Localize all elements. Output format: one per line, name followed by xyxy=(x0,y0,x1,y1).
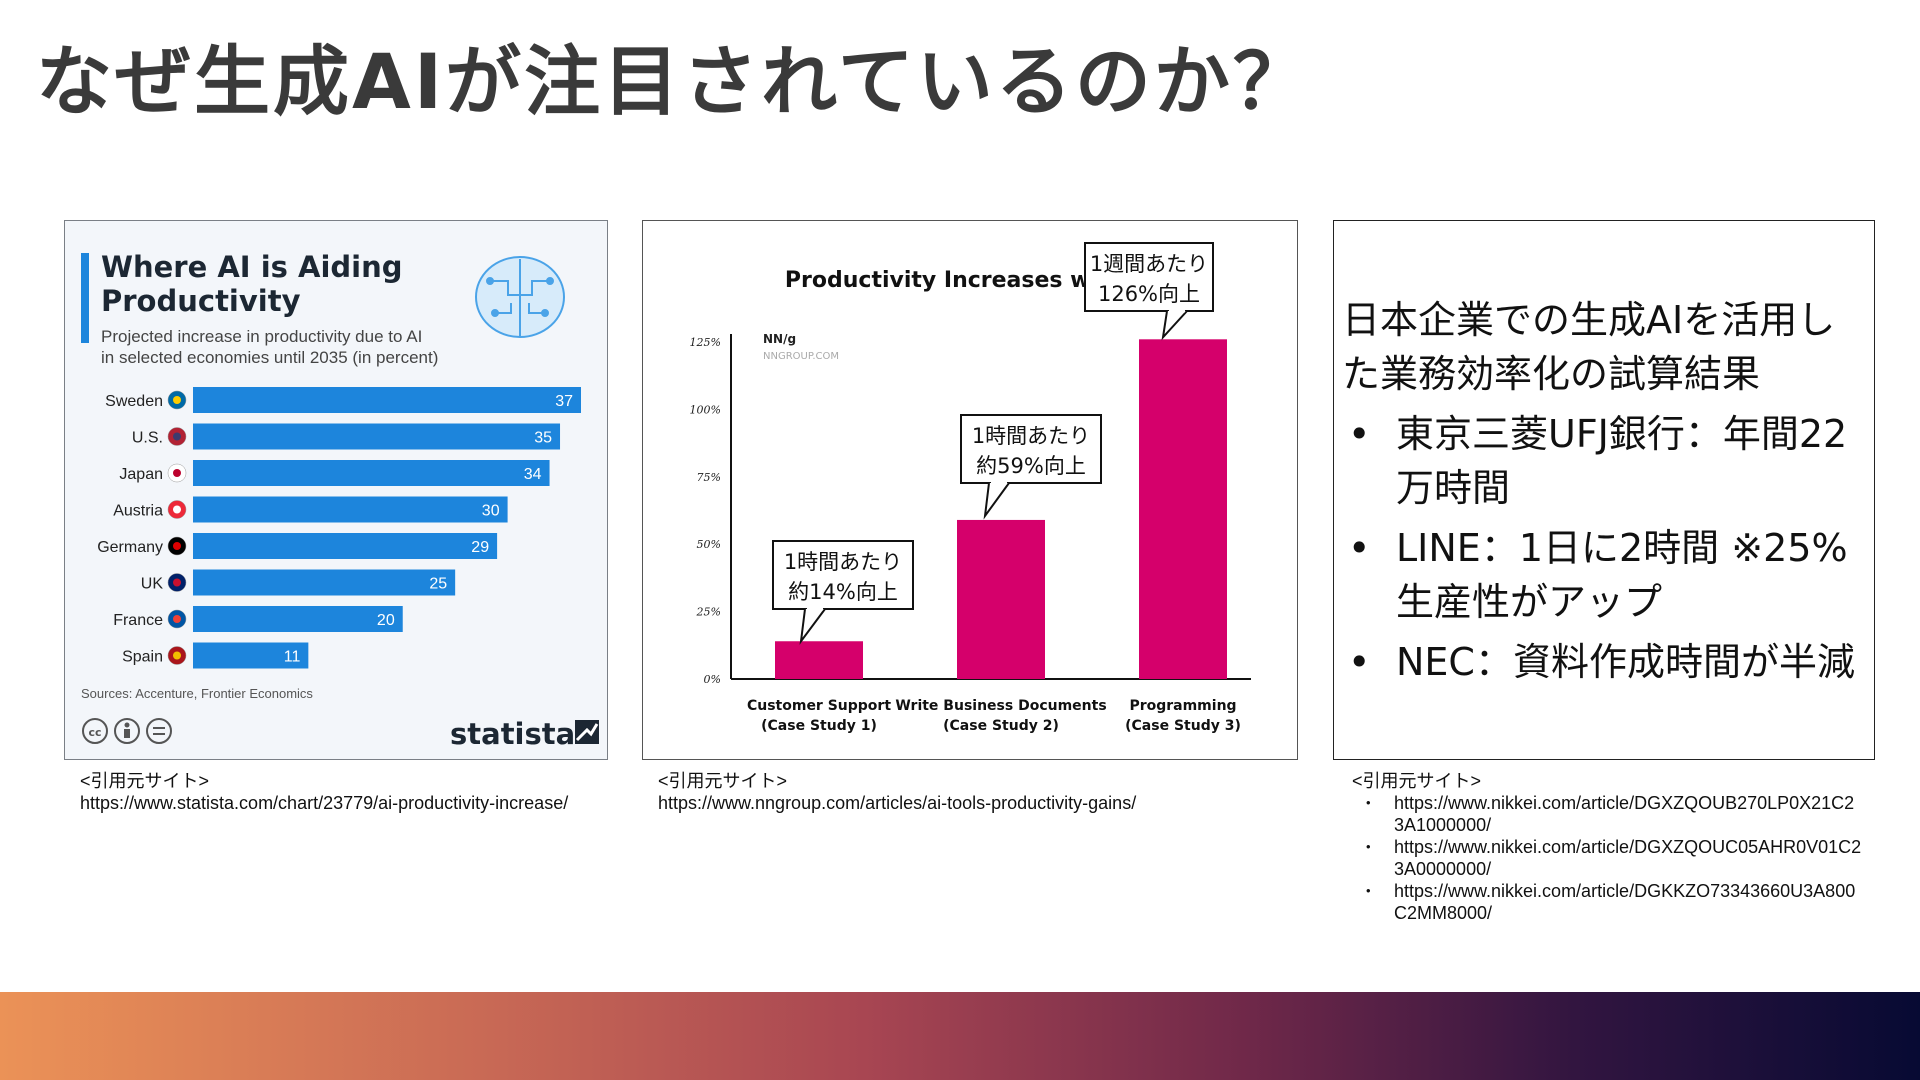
country-flag-icon xyxy=(167,500,187,519)
statista-value-label: 37 xyxy=(555,393,573,410)
statista-chart-svg: Where AI is Aiding Productivity Projecte… xyxy=(81,250,599,751)
creative-commons-icon: cc xyxy=(82,718,108,744)
nng-callout-line2: 約14%向上 xyxy=(788,580,898,604)
nng-bar xyxy=(957,519,1045,679)
statista-category-label: Sweden xyxy=(105,393,163,410)
statista-bar xyxy=(193,423,561,450)
statista-category-label: France xyxy=(113,612,163,629)
statista-bar xyxy=(193,642,309,669)
nikkei-summary-panel: 日本企業での生成AIを活用した業務効率化の試算結果 東京三菱UFJ銀行：年間22… xyxy=(1333,220,1875,760)
no-derivatives-icon xyxy=(146,718,172,744)
statista-value-label: 20 xyxy=(377,612,395,629)
statista-value-label: 29 xyxy=(471,539,489,556)
statista-citation: <引用元サイト> https://www.statista.com/chart/… xyxy=(80,770,580,814)
statista-subtitle-line1: Projected increase in productivity due t… xyxy=(101,327,422,346)
bottom-gradient-band xyxy=(0,992,1920,1080)
nikkei-citation: <引用元サイト> https://www.nikkei.com/article/… xyxy=(1352,770,1862,924)
nikkei-citation-link-2[interactable]: https://www.nikkei.com/article/DGXZQOUC0… xyxy=(1366,836,1862,880)
nng-citation: <引用元サイト> https://www.nngroup.com/article… xyxy=(658,770,1278,814)
country-flag-icon xyxy=(167,646,187,665)
nikkei-citation-link-3[interactable]: https://www.nikkei.com/article/DGKKZO733… xyxy=(1366,880,1862,924)
title-accent-bar xyxy=(81,253,89,343)
statista-citation-link[interactable]: https://www.statista.com/chart/23779/ai-… xyxy=(80,793,569,813)
nng-bars: Customer Support (Case Study 1) Write Busi… xyxy=(747,339,1241,734)
country-flag-icon xyxy=(167,536,187,556)
nikkei-heading: 日本企業での生成AIを活用した業務効率化の試算結果 xyxy=(1342,298,1836,396)
nng-y-tick-label: 125% xyxy=(690,336,721,349)
nng-bar xyxy=(775,641,863,679)
statista-source: Sources: Accenture, Frontier Economics xyxy=(81,686,313,701)
statista-value-label: 30 xyxy=(482,503,500,520)
statista-title-line2: Productivity xyxy=(101,284,301,318)
statista-value-label: 35 xyxy=(534,430,552,447)
statista-bar xyxy=(193,496,508,523)
statista-category-label: Spain xyxy=(122,649,163,666)
nikkei-list: 東京三菱UFJ銀行：年間22万時間 LINE：1日に2時間 ※25%生産性がアッ… xyxy=(1342,407,1870,689)
statista-bar xyxy=(193,387,581,413)
nng-y-tick-label: 100% xyxy=(690,403,721,416)
country-flag-icon xyxy=(167,609,187,629)
country-flag-icon xyxy=(167,573,187,592)
nng-y-tick-label: 75% xyxy=(697,471,721,484)
nng-citation-link[interactable]: https://www.nngroup.com/articles/ai-tool… xyxy=(658,793,1137,813)
statista-value-label: 25 xyxy=(429,576,447,593)
nng-y-tick-label: 50% xyxy=(697,538,721,551)
statista-category-label: Austria xyxy=(113,503,163,520)
statista-category-label: U.S. xyxy=(132,430,163,447)
country-flag-icon xyxy=(167,463,187,483)
nng-callout-line1: 1時間あたり xyxy=(972,424,1090,448)
statista-value-label: 11 xyxy=(284,649,301,666)
statista-chart-panel: Where AI is Aiding Productivity Projecte… xyxy=(64,220,608,760)
slide-title: なぜ生成AIが注目されているのか？ xyxy=(36,37,1312,126)
brain-circuit-icon xyxy=(475,256,565,338)
statista-title-line1: Where AI is Aiding xyxy=(101,250,402,284)
citation-label: <引用元サイト> xyxy=(1352,771,1482,791)
nng-logo: NN/g xyxy=(763,332,796,346)
svg-text:cc: cc xyxy=(88,726,101,739)
country-flag-icon xyxy=(167,390,187,410)
nng-callout-line2: 約59%向上 xyxy=(976,454,1086,478)
statista-bars: Sweden 37 U.S. 35 Japan 34 Austria 30 Germany 29 U… xyxy=(97,387,581,669)
nng-callout-line1: 1週間あたり xyxy=(1090,252,1208,276)
statista-bar xyxy=(193,460,550,486)
nng-bar xyxy=(1139,339,1227,679)
country-flag-icon xyxy=(167,427,187,446)
nng-chart-svg: Productivity Increases with AI NN/g NNGR… xyxy=(690,242,1251,734)
citation-label: <引用元サイト> xyxy=(80,771,210,791)
statista-bar xyxy=(193,533,498,559)
nng-category-label: Write Business Documents xyxy=(895,698,1106,714)
statista-logo-text: statista xyxy=(450,717,575,751)
nng-logo-sub: NNGROUP.COM xyxy=(763,351,839,362)
nikkei-item-line: LINE：1日に2時間 ※25%生産性がアップ xyxy=(1342,521,1870,629)
statista-subtitle-line2: in selected economies until 2035 (in per… xyxy=(101,348,438,367)
nng-chart-panel: Productivity Increases with AI NN/g NNGR… xyxy=(642,220,1298,760)
statista-logo-mark xyxy=(575,720,599,744)
nikkei-item-nec: NEC：資料作成時間が半減 xyxy=(1342,635,1870,689)
statista-bar xyxy=(193,606,403,632)
nng-category-label: Programming xyxy=(1129,698,1236,714)
attribution-icon xyxy=(114,718,140,744)
nng-category-label: Customer Support xyxy=(747,698,891,714)
statista-value-label: 34 xyxy=(524,466,542,483)
nng-category-label: (Case Study 3) xyxy=(1125,718,1241,734)
nng-category-label: (Case Study 1) xyxy=(761,718,877,734)
nng-callout-line1: 1時間あたり xyxy=(784,550,902,574)
statista-category-label: Germany xyxy=(97,539,163,556)
nng-callout-line2: 126%向上 xyxy=(1098,282,1200,306)
nng-callout: 1週間あたり 126%向上 xyxy=(1084,242,1214,341)
nng-y-tick-label: 25% xyxy=(696,606,721,619)
nikkei-item-mufg: 東京三菱UFJ銀行：年間22万時間 xyxy=(1342,407,1870,515)
nng-y-tick-label: 0% xyxy=(704,673,721,686)
citation-label: <引用元サイト> xyxy=(658,771,788,791)
statista-bar xyxy=(193,569,456,596)
nng-category-label: (Case Study 2) xyxy=(943,718,1059,734)
nikkei-citation-link-1[interactable]: https://www.nikkei.com/article/DGXZQOUB2… xyxy=(1366,792,1862,836)
statista-category-label: UK xyxy=(141,576,164,593)
statista-category-label: Japan xyxy=(119,466,163,483)
